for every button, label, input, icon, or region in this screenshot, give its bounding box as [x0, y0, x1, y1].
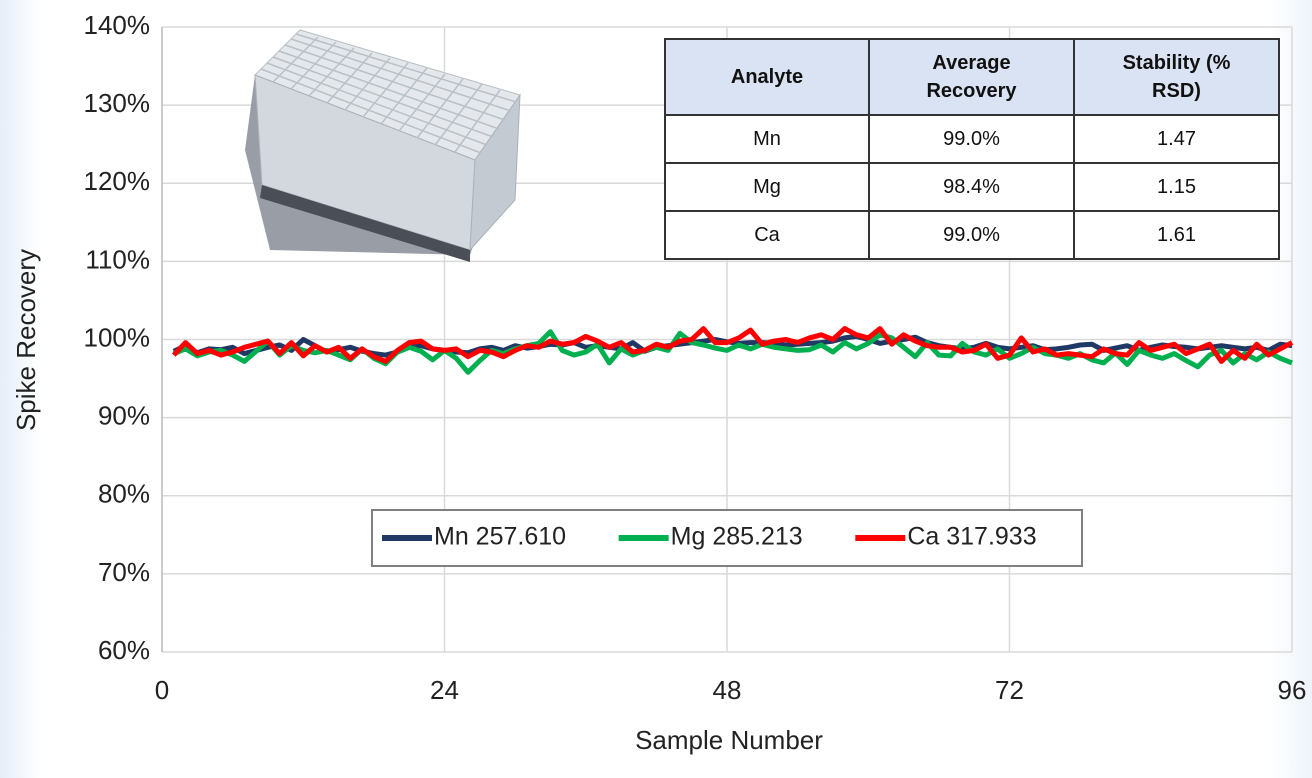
header-text: Stability (% RSD) — [1122, 52, 1231, 102]
table-row: Mn 99.0% 1.47 — [664, 114, 1280, 164]
x-tick-label: 48 — [713, 675, 742, 705]
header-text: Average Recovery — [926, 52, 1017, 102]
table-cell: Mn — [664, 114, 870, 164]
y-tick-label: 80% — [98, 479, 150, 509]
y-axis-title: Spike Recovery — [11, 249, 41, 431]
y-tick-label: 90% — [98, 401, 150, 431]
y-tick-label: 60% — [98, 635, 150, 665]
legend-label: Mg 285.213 — [671, 523, 803, 551]
x-tick-label: 0 — [155, 675, 169, 705]
table-cell: 98.4% — [868, 162, 1075, 212]
header-cell: Stability (% RSD) — [1073, 38, 1280, 116]
header-cell: Analyte — [664, 38, 870, 116]
y-tick-label: 120% — [84, 166, 151, 196]
table-cell: 1.47 — [1073, 114, 1280, 164]
series-line — [171, 326, 1294, 364]
y-tick-label: 140% — [84, 10, 151, 40]
table-cell: 99.0% — [868, 114, 1075, 164]
summary-table: Analyte Average Recovery Stability (% RS… — [664, 38, 1280, 260]
table-cell: 1.15 — [1073, 162, 1280, 212]
table-row: Ca 99.0% 1.61 — [664, 210, 1280, 260]
table-header: Analyte Average Recovery Stability (% RS… — [664, 38, 1280, 116]
x-axis-title: Sample Number — [635, 725, 823, 755]
table-cell: Mg — [664, 162, 870, 212]
x-tick-label: 24 — [430, 675, 459, 705]
plate-photo — [245, 29, 521, 262]
y-tick-label: 70% — [98, 557, 150, 587]
legend-box — [371, 509, 1083, 567]
table-cell: Ca — [664, 210, 870, 260]
legend-label: Ca 317.933 — [907, 523, 1036, 551]
table-cell: 99.0% — [868, 210, 1075, 260]
x-tick-label: 96 — [1278, 675, 1307, 705]
legend: Mn 257.610 Mg 285.213 Ca 317.933 — [371, 509, 1083, 567]
table-row: Mg 98.4% 1.15 — [664, 162, 1280, 212]
header-cell: Average Recovery — [868, 38, 1075, 116]
table-cell: 1.61 — [1073, 210, 1280, 260]
y-tick-label: 100% — [84, 322, 151, 352]
x-tick-label: 72 — [995, 675, 1024, 705]
legend-label: Mn 257.610 — [434, 523, 566, 551]
y-tick-label: 130% — [84, 88, 151, 118]
y-tick-label: 110% — [85, 244, 150, 274]
header-text: Analyte — [730, 66, 804, 88]
